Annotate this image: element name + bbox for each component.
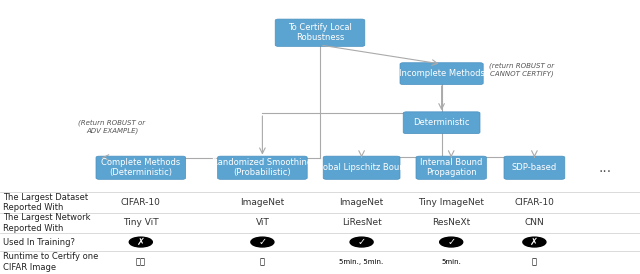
Text: ✓: ✓	[358, 237, 365, 247]
Text: Complete Methods
(Deterministic): Complete Methods (Deterministic)	[101, 158, 180, 178]
Text: Global Lipschitz Bound: Global Lipschitz Bound	[314, 163, 410, 172]
Text: Deterministic: Deterministic	[413, 118, 470, 127]
Text: ResNeXt: ResNeXt	[432, 218, 470, 227]
Text: The Largest Network
Reported With: The Largest Network Reported With	[3, 213, 91, 233]
Text: Used In Training?: Used In Training?	[3, 238, 76, 247]
FancyBboxPatch shape	[416, 156, 486, 179]
Text: ViT: ViT	[255, 218, 269, 227]
Circle shape	[251, 237, 274, 247]
Circle shape	[523, 237, 546, 247]
Text: 🐢: 🐢	[532, 257, 537, 266]
Text: SDP-based: SDP-based	[512, 163, 557, 172]
Text: ImageNet: ImageNet	[240, 198, 285, 207]
Text: Internal Bound
Propagation: Internal Bound Propagation	[420, 158, 483, 178]
FancyBboxPatch shape	[323, 156, 400, 179]
Text: ✗: ✗	[137, 237, 145, 247]
FancyBboxPatch shape	[400, 63, 483, 85]
Text: ...: ...	[598, 161, 611, 175]
Text: Runtime to Certify one
CIFAR Image: Runtime to Certify one CIFAR Image	[3, 252, 99, 272]
Text: To Certify Local
Robustness: To Certify Local Robustness	[288, 23, 352, 42]
Text: CIFAR-10: CIFAR-10	[121, 198, 161, 207]
Text: CIFAR-10: CIFAR-10	[515, 198, 554, 207]
Text: CNN: CNN	[525, 218, 544, 227]
Text: ImageNet: ImageNet	[339, 198, 384, 207]
FancyBboxPatch shape	[96, 156, 186, 179]
FancyBboxPatch shape	[403, 112, 480, 134]
Text: 🐢: 🐢	[260, 257, 265, 266]
Text: ✓: ✓	[259, 237, 266, 247]
FancyBboxPatch shape	[504, 156, 564, 179]
Circle shape	[129, 237, 152, 247]
Text: 5min.: 5min.	[441, 259, 461, 265]
Text: 5min., 5min.: 5min., 5min.	[339, 259, 384, 265]
FancyBboxPatch shape	[275, 19, 365, 46]
FancyBboxPatch shape	[218, 156, 307, 179]
Text: Tiny ViT: Tiny ViT	[123, 218, 159, 227]
Text: The Largest Dataset
Reported With: The Largest Dataset Reported With	[3, 193, 88, 212]
Text: (return ROBUST or
CANNOT CERTIFY): (return ROBUST or CANNOT CERTIFY)	[489, 62, 554, 77]
Circle shape	[440, 237, 463, 247]
Text: Incomplete Methods: Incomplete Methods	[399, 69, 484, 78]
Text: 🐢🐢: 🐢🐢	[136, 257, 146, 266]
Circle shape	[350, 237, 373, 247]
Text: (Return ROBUST or
ADV EXAMPLE): (Return ROBUST or ADV EXAMPLE)	[79, 120, 145, 134]
Text: Randomized Smoothing
(Probabilistic): Randomized Smoothing (Probabilistic)	[212, 158, 312, 178]
Text: ✓: ✓	[447, 237, 455, 247]
Text: Tiny ImageNet: Tiny ImageNet	[418, 198, 484, 207]
Text: LiResNet: LiResNet	[342, 218, 381, 227]
Text: ✗: ✗	[531, 237, 538, 247]
